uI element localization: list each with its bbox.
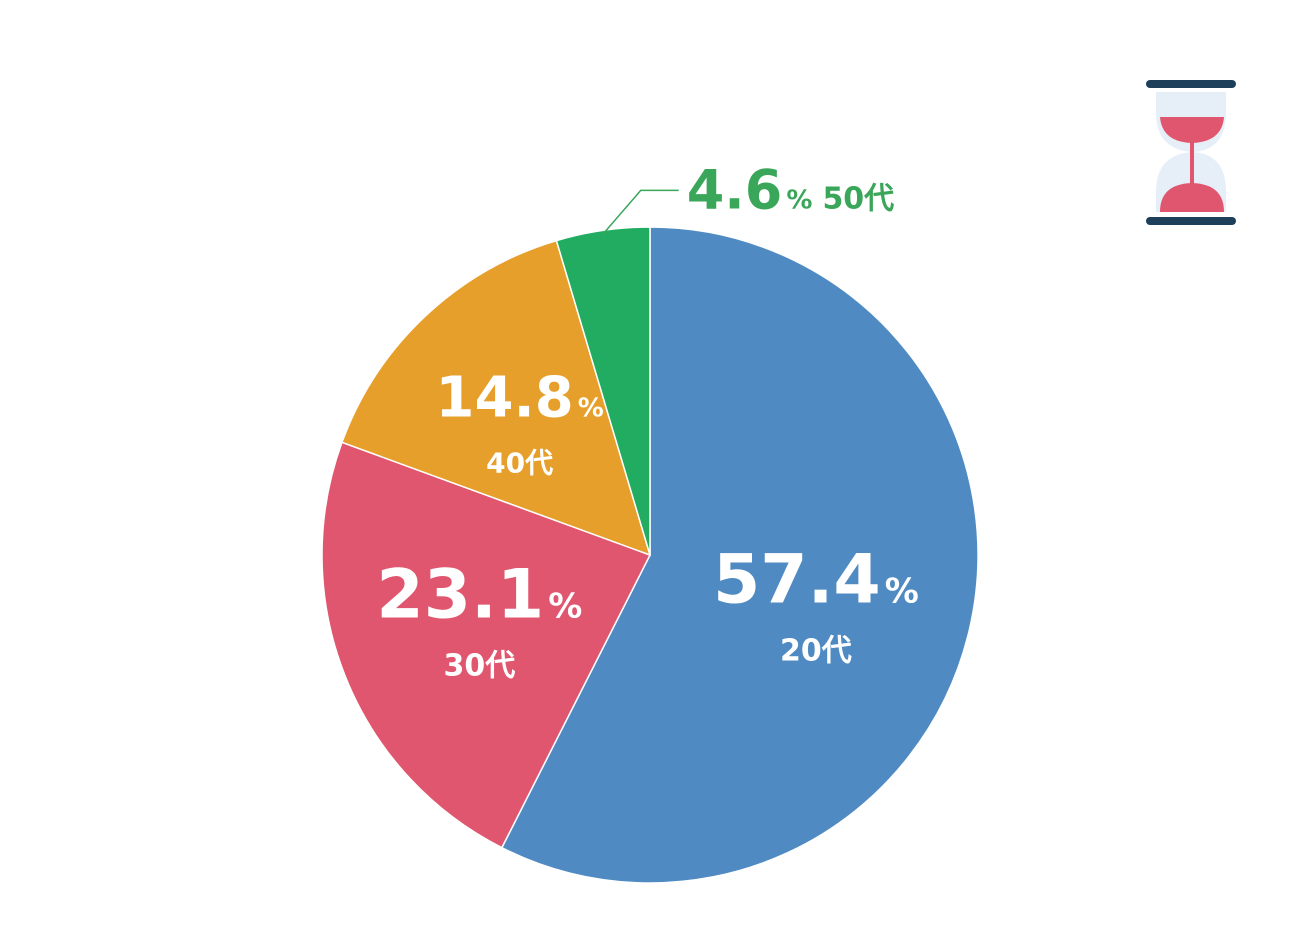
hourglass-icon <box>1146 80 1236 225</box>
hourglass-top-bar <box>1146 80 1236 88</box>
pie-labels: 57.4 % 20代 23.1 % 30代 14.8 % 40代 4.6% 50代 <box>376 158 918 683</box>
slice-category-label: 40代 <box>486 446 553 479</box>
slice-value-label: 14.8% <box>436 365 604 430</box>
slice-value-label: 4.6% 50代 <box>687 158 894 221</box>
slice-category-label: 20代 <box>780 634 852 669</box>
hourglass-sand-top <box>1160 117 1224 143</box>
hourglass-sand-stream <box>1190 140 1194 186</box>
leader-line <box>602 189 679 235</box>
pie-slice <box>340 239 652 557</box>
pie-slice <box>321 441 652 849</box>
pie-slice <box>500 226 979 884</box>
slice-value-label: 57.4% <box>713 541 919 620</box>
slice-value-label: 23.1% <box>376 556 582 635</box>
slice-category-label: 30代 <box>443 649 515 684</box>
hourglass-sand-bottom <box>1160 183 1224 212</box>
pie-slices <box>321 226 979 884</box>
pie-slice <box>555 226 651 556</box>
hourglass-bottom-bar <box>1146 217 1236 225</box>
